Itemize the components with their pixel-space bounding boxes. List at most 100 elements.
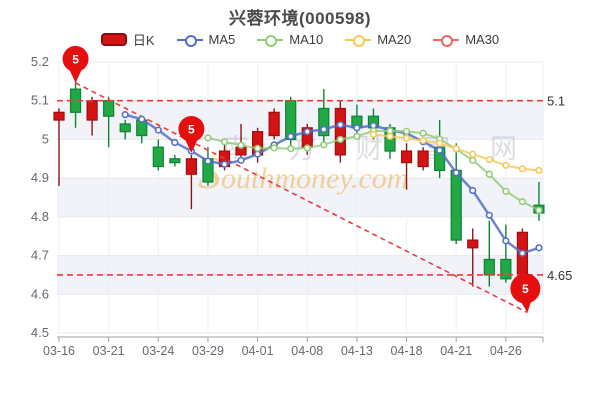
ma-point-marker — [518, 165, 527, 173]
ma-point-marker — [436, 146, 444, 154]
candle-swatch-icon — [100, 33, 127, 46]
ma-point-marker — [287, 132, 295, 140]
candle-body[interactable] — [318, 107, 330, 137]
ma-point-marker — [171, 138, 179, 147]
ma-point-marker — [204, 157, 212, 165]
legend-label: 日K — [132, 33, 155, 48]
ma-point-marker — [237, 141, 245, 149]
legend-item-ma30[interactable]: MA30 — [433, 32, 499, 47]
pin-label: 5 — [188, 122, 195, 136]
pin-circle — [62, 45, 89, 72]
ma-point-marker — [353, 132, 361, 140]
legend-label: MA30 — [465, 32, 500, 47]
candle-body[interactable] — [119, 123, 131, 133]
ma-point-marker — [254, 144, 262, 152]
chart-title: 兴蓉环境(000598) — [228, 9, 372, 28]
legend-label: MA20 — [377, 32, 412, 47]
pin-tail — [68, 67, 83, 83]
ma-point-marker — [254, 150, 262, 158]
ma-point-marker — [502, 161, 510, 169]
line-marker-swatch-icon — [345, 34, 372, 47]
candlestick[interactable] — [500, 224, 512, 283]
ma-line-ma20 — [369, 130, 543, 174]
x-axis-label: 04-08 — [291, 344, 323, 358]
ma-point-marker — [502, 237, 510, 245]
candle-body[interactable] — [467, 239, 479, 249]
candlestick[interactable] — [417, 147, 429, 171]
candlestick[interactable] — [400, 143, 413, 190]
ma-point-marker — [419, 136, 427, 145]
x-axis-label: 04-13 — [341, 344, 373, 358]
candlestick[interactable] — [119, 120, 131, 140]
line-marker-swatch-icon — [433, 34, 460, 47]
pin-circle — [510, 273, 541, 304]
candle-body[interactable] — [103, 100, 115, 117]
legend-label: MA10 — [289, 32, 324, 47]
x-axis-label: 04-26 — [490, 344, 522, 358]
candle-body[interactable] — [483, 258, 495, 276]
pin-circle — [178, 115, 205, 142]
ma-point-marker — [469, 156, 477, 164]
candle-body[interactable] — [152, 146, 164, 168]
ma-point-marker — [419, 129, 427, 137]
ma-point-marker — [320, 125, 328, 133]
ma-point-marker — [369, 130, 378, 138]
candle-body[interactable] — [500, 258, 512, 280]
candle-body[interactable] — [450, 169, 462, 241]
ma-point-marker — [452, 145, 460, 153]
reference-line-label: 4.65 — [547, 268, 572, 283]
legend-item-日k[interactable]: 日K — [100, 30, 155, 49]
candle-body[interactable] — [185, 158, 197, 175]
ma-point-marker — [469, 150, 477, 158]
ma-point-marker — [436, 139, 444, 147]
legend-item-ma10[interactable]: MA10 — [257, 32, 323, 47]
candle-body[interactable] — [400, 150, 413, 164]
y-axis-label: 4.5 — [31, 325, 49, 340]
candlestick[interactable] — [467, 228, 479, 287]
ma-point-marker — [518, 249, 527, 257]
ma-point-marker — [518, 198, 527, 206]
ma-point-marker — [402, 127, 411, 135]
x-axis-label: 03-16 — [43, 344, 75, 358]
y-axis-label: 4.6 — [31, 286, 49, 301]
y-axis-label: 4.7 — [31, 248, 49, 263]
ma-point-marker — [303, 144, 311, 152]
signal-pin-marker: 5 — [62, 45, 89, 83]
candlestick[interactable] — [185, 154, 197, 210]
line-marker-swatch-icon — [257, 34, 284, 47]
legend-item-ma20[interactable]: MA20 — [345, 32, 411, 47]
y-axis-label: 5.1 — [31, 93, 49, 108]
candlestick[interactable] — [152, 139, 164, 171]
x-axis-label: 03-21 — [93, 344, 125, 358]
candle-body[interactable] — [268, 111, 280, 137]
legend-item-ma5[interactable]: MA5 — [176, 32, 235, 47]
reference-line-label: 5.1 — [547, 94, 565, 109]
candle-body[interactable] — [334, 107, 346, 156]
x-axis-label: 03-29 — [192, 344, 224, 358]
ma-point-marker — [320, 141, 328, 149]
candlestick[interactable] — [268, 108, 280, 140]
candlestick[interactable] — [169, 154, 181, 167]
x-axis-label: 03-24 — [142, 344, 174, 358]
ma-point-marker — [204, 134, 212, 142]
ma-point-marker — [220, 160, 229, 168]
candlestick[interactable] — [53, 108, 65, 186]
candlestick[interactable] — [334, 100, 346, 163]
ma-point-marker — [121, 111, 129, 119]
ma-point-marker — [237, 156, 245, 164]
candle-body[interactable] — [86, 100, 98, 121]
x-axis-label: 04-21 — [440, 344, 472, 358]
pin-tail — [184, 137, 199, 153]
ma-point-marker — [452, 169, 460, 177]
candle-body[interactable] — [169, 158, 181, 164]
ma-point-marker — [535, 166, 543, 174]
ma-point-marker — [353, 124, 361, 132]
ma-point-marker — [336, 121, 344, 129]
candle-body[interactable] — [53, 111, 65, 121]
x-axis-label: 04-18 — [391, 344, 423, 358]
candle-body[interactable] — [417, 150, 429, 168]
ma-point-marker — [336, 135, 344, 144]
candlestick[interactable] — [318, 89, 330, 148]
